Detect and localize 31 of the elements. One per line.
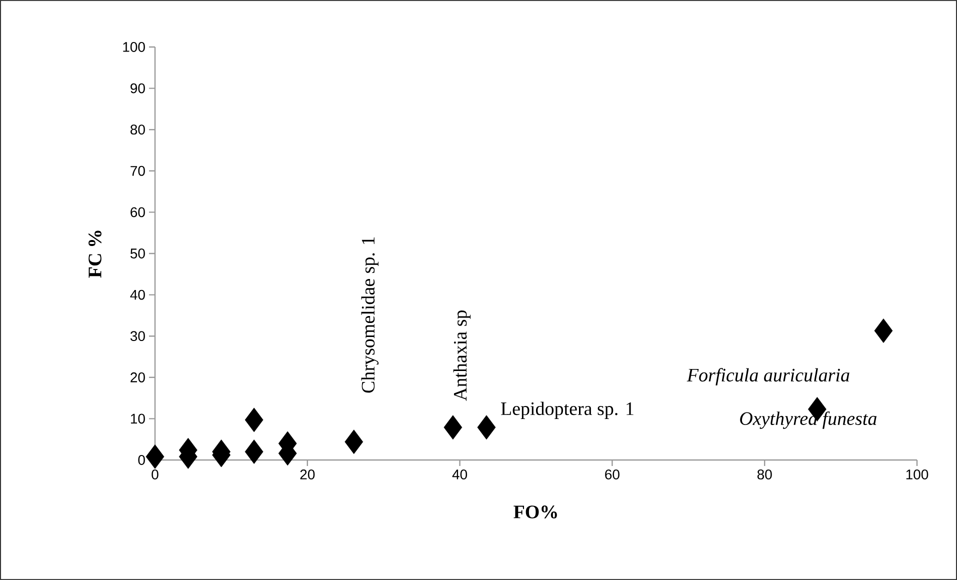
point — [874, 318, 893, 343]
x-axis-title: FO% — [514, 506, 557, 518]
annotation: Forficula auricularia — [686, 368, 850, 386]
y-tick-label: 0 — [138, 455, 145, 465]
annotation: Lepidoptera sp. 1 — [501, 402, 634, 419]
annotation: Oxythyrea funesta — [740, 411, 876, 429]
y-tick-label: 40 — [130, 290, 145, 300]
point — [344, 430, 364, 454]
y-axis-title: FC % — [88, 230, 102, 278]
annotation: Chrysomelidae sp. 1 — [361, 237, 379, 393]
x-tick-label: 40 — [452, 470, 468, 480]
x-tick-label: 80 — [757, 470, 772, 480]
y-tick-label: 20 — [130, 372, 145, 382]
point — [444, 415, 462, 440]
point — [146, 444, 164, 469]
x-tick-label: 20 — [300, 470, 315, 480]
point — [244, 408, 264, 432]
y-tick-label: 90 — [130, 83, 145, 94]
x-tick-label: 100 — [906, 470, 928, 480]
y-tick-label: 10 — [130, 414, 145, 424]
x-tick-label: 60 — [605, 470, 620, 480]
point — [244, 440, 264, 464]
y-tick-label: 60 — [130, 207, 145, 218]
y-tick-label: 70 — [130, 166, 145, 176]
annotation: Anthaxia sp — [453, 310, 471, 401]
y-tick-label: 80 — [130, 124, 145, 135]
point — [477, 415, 496, 440]
x-tick-label: 0 — [152, 470, 158, 480]
y-tick-label: 50 — [130, 248, 145, 258]
y-tick-label: 100 — [123, 42, 145, 52]
y-tick-label: 30 — [130, 331, 145, 342]
